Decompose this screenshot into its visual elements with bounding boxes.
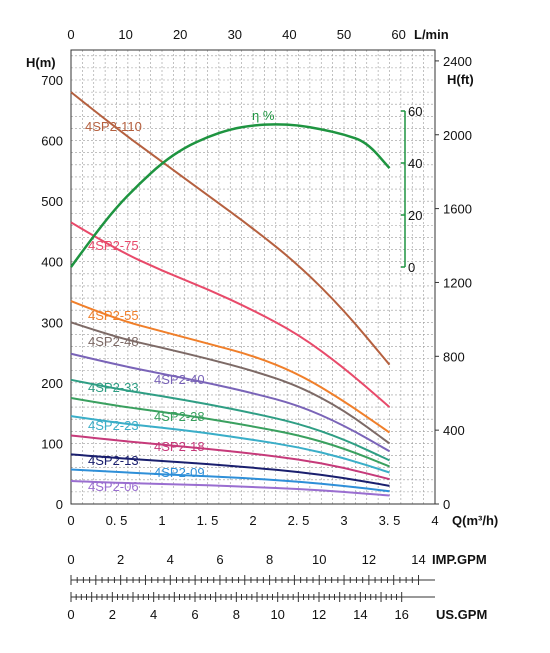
bottom-tick-label: 0 <box>67 513 74 528</box>
series-label-4sp2-23: 4SP2-23 <box>88 418 139 433</box>
us-axis-title: US.GPM <box>436 607 487 622</box>
bottom-tick-label: 3. 5 <box>379 513 401 528</box>
us-tick-label: 0 <box>67 607 74 622</box>
right-axis-title: H(ft) <box>447 72 474 87</box>
imp-tick-label: 0 <box>67 552 74 567</box>
left-tick-label: 100 <box>41 436 63 451</box>
us-tick-label: 4 <box>150 607 157 622</box>
plot-frame <box>70 49 436 505</box>
series-line-4sp2-75 <box>70 221 391 408</box>
efficiency-tick-label: 60 <box>408 104 422 119</box>
us-tick-label: 10 <box>270 607 284 622</box>
us-tick-label: 16 <box>394 607 408 622</box>
series-line-4sp2-33 <box>70 378 390 462</box>
left-tick-label: 0 <box>56 497 63 512</box>
series-label-4sp2-55: 4SP2-55 <box>88 308 139 323</box>
left-tick-label: 500 <box>41 194 63 209</box>
imp-tick-label: 4 <box>167 552 174 567</box>
series-line-4sp2-110 <box>70 91 391 366</box>
top-tick-label: 10 <box>118 27 132 42</box>
imp-axis-title: IMP.GPM <box>432 552 487 567</box>
head-curves: 4SP2-110 4SP2-75 4SP2-55 4SP2-48 4SP2-40 4SP2… <box>70 91 391 497</box>
top-tick-label: 40 <box>282 27 296 42</box>
right-tick-label: 2000 <box>443 128 472 143</box>
series-label-4sp2-75: 4SP2-75 <box>88 238 139 253</box>
bottom-tick-label: 1. 5 <box>197 513 219 528</box>
top-tick-label: 0 <box>67 27 74 42</box>
bottom-tick-label: 4 <box>431 513 438 528</box>
series-label-4sp2-33: 4SP2-33 <box>88 380 139 395</box>
series-label-4sp2-13: 4SP2-13 <box>88 453 139 468</box>
efficiency-tick-label: 20 <box>408 208 422 223</box>
left-tick-label: 200 <box>41 376 63 391</box>
efficiency-tick-label: 0 <box>408 260 415 275</box>
top-tick-label: 30 <box>228 27 242 42</box>
imp-tick-label: 10 <box>312 552 326 567</box>
plot-border <box>70 49 436 505</box>
series-label-4sp2-18: 4SP2-18 <box>154 439 205 454</box>
left-tick-label: 700 <box>41 73 63 88</box>
left-axis-title: H(m) <box>26 55 56 70</box>
series-label-4sp2-09: 4SP2-09 <box>154 465 205 480</box>
series-line-4sp2-13 <box>70 453 390 487</box>
series-line-4sp2-48 <box>70 321 391 445</box>
imp-tick-label: 8 <box>266 552 273 567</box>
imp-tick-label: 12 <box>362 552 376 567</box>
efficiency-tick-label: 40 <box>408 156 422 171</box>
series-line-4sp2-23 <box>70 415 390 474</box>
series-label-4sp2-48: 4SP2-48 <box>88 334 139 349</box>
left-tick-label: 400 <box>41 255 63 270</box>
right-tick-label: 800 <box>443 349 465 364</box>
bottom-tick-label: 3 <box>340 513 347 528</box>
efficiency-label: η % <box>252 108 275 123</box>
bottom-tick-label: 0. 5 <box>106 513 128 528</box>
series-line-4sp2-40 <box>70 352 390 453</box>
us-tick-label: 8 <box>233 607 240 622</box>
left-tick-label: 600 <box>41 134 63 149</box>
bottom-axis-title: Q(m³/h) <box>452 513 498 528</box>
series-line-4sp2-09 <box>70 468 390 493</box>
series-label-4sp2-110: 4SP2-110 <box>85 119 142 134</box>
series-label-4sp2-28: 4SP2-28 <box>154 409 205 424</box>
right-tick-label: 0 <box>443 497 450 512</box>
series-label-4sp2-40: 4SP2-40 <box>154 372 205 387</box>
bottom-tick-label: 2. 5 <box>288 513 310 528</box>
imp-tick-label: 14 <box>411 552 425 567</box>
right-tick-label: 2400 <box>443 54 472 69</box>
us-tick-label: 2 <box>109 607 116 622</box>
right-tick-label: 1600 <box>443 202 472 217</box>
efficiency-curve: η % 0 20 40 60 <box>69 104 422 275</box>
top-tick-label: 50 <box>337 27 351 42</box>
efficiency-line <box>69 123 391 268</box>
us-tick-label: 14 <box>353 607 367 622</box>
us-tick-label: 6 <box>191 607 198 622</box>
imp-tick-label: 6 <box>216 552 223 567</box>
series-line-4sp2-06 <box>70 479 390 497</box>
bottom-tick-label: 1 <box>158 513 165 528</box>
us-tick-label: 12 <box>312 607 326 622</box>
imp-tick-label: 2 <box>117 552 124 567</box>
series-line-4sp2-55 <box>70 300 391 434</box>
bottom-tick-label: 2 <box>249 513 256 528</box>
right-tick-label: 1200 <box>443 275 472 290</box>
series-label-4sp2-06: 4SP2-06 <box>88 479 139 494</box>
right-tick-label: 400 <box>443 423 465 438</box>
left-tick-label: 300 <box>41 315 63 330</box>
top-tick-label: 60 <box>391 27 405 42</box>
series-line-4sp2-18 <box>70 434 390 481</box>
top-axis-title: L/min <box>414 27 449 42</box>
top-tick-label: 20 <box>173 27 187 42</box>
series-line-4sp2-28 <box>70 397 390 468</box>
